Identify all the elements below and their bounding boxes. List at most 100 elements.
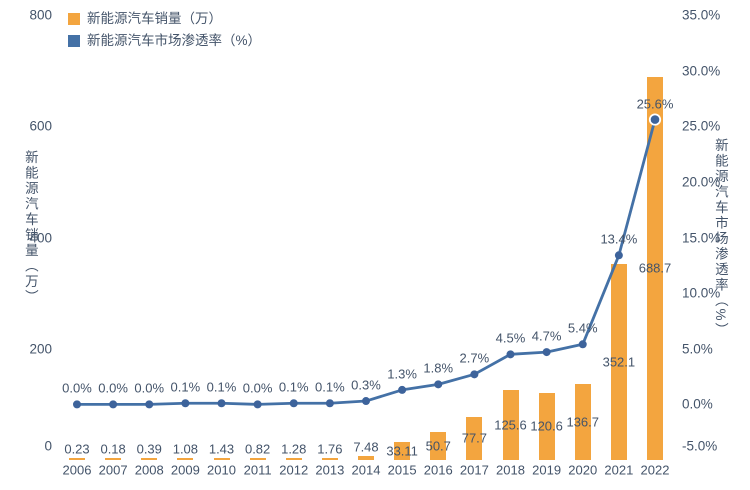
- line-point: [470, 370, 479, 379]
- bar-value-label: 136.7: [566, 414, 600, 430]
- sales-bar: [538, 392, 555, 460]
- x-axis-label: 2020: [568, 462, 598, 478]
- line-point: [73, 400, 81, 409]
- x-axis-label: 2019: [532, 462, 562, 478]
- x-axis-label: 2012: [279, 462, 309, 478]
- line-point: [325, 399, 334, 408]
- bar-value-label: 125.6: [494, 417, 527, 433]
- sales-bar: [285, 458, 302, 460]
- sales-bar: [177, 458, 194, 460]
- x-axis-label: 2008: [134, 462, 164, 478]
- right-axis-tick: 5.0%: [682, 341, 713, 356]
- right-axis-tick: 25.0%: [682, 118, 721, 134]
- x-axis-label: 2011: [243, 462, 272, 478]
- sales-bar: [141, 458, 158, 460]
- bar-value-label: 688.7: [638, 260, 672, 276]
- legend-item-penetration: 新能源汽车市场渗透率（%）: [68, 30, 261, 52]
- line-point: [398, 385, 407, 394]
- line-point: [578, 340, 587, 349]
- line-point: [362, 397, 370, 406]
- bar-value-label: 1.76: [317, 441, 343, 457]
- right-axis-tick: 0.0%: [682, 396, 713, 412]
- bar-value-label: 0.82: [244, 441, 271, 457]
- bar-value-label: 1.28: [281, 441, 307, 457]
- sales-bar: [502, 390, 519, 460]
- sales-bar: [105, 458, 122, 460]
- right-axis-title: 新能源汽车市场渗透率（%）: [712, 138, 728, 339]
- left-axis-title: 新能源汽车销量（万）: [22, 150, 38, 305]
- penetration-value-label: 0.1%: [206, 379, 237, 395]
- left-axis-tick: 0: [44, 438, 52, 454]
- sales-bar: [647, 76, 663, 460]
- legend-label-sales: 新能源汽车销量（万）: [87, 11, 222, 27]
- line-point: [648, 113, 662, 126]
- penetration-line: [77, 119, 657, 406]
- penetration-value-label: 0.0%: [98, 380, 128, 396]
- right-axis-tick: 10.0%: [682, 285, 721, 301]
- line-point: [289, 399, 298, 408]
- x-axis-label: 2014: [351, 462, 381, 478]
- left-axis-tick: 400: [29, 229, 52, 245]
- left-axis-tick: 800: [29, 7, 52, 23]
- penetration-value-label: 0.0%: [62, 380, 92, 396]
- line-point: [109, 400, 118, 409]
- bar-value-label: 352.1: [602, 354, 636, 370]
- penetration-value-label: 1.3%: [387, 366, 417, 382]
- right-axis-tick: 35.0%: [682, 7, 721, 23]
- sales-bar: [249, 458, 266, 460]
- line-point: [434, 380, 443, 389]
- line-point: [145, 400, 154, 409]
- sales-bar: [610, 264, 627, 460]
- penetration-value-label: 5.4%: [567, 320, 598, 336]
- penetration-value-label: 2.7%: [459, 350, 490, 366]
- penetration-value-label: 4.7%: [531, 328, 562, 344]
- sales-bar: [466, 416, 483, 460]
- penetration-value-label: 0.0%: [242, 380, 273, 396]
- line-point: [506, 350, 515, 359]
- bar-value-label: 0.39: [136, 441, 162, 457]
- bar-value-label: 120.6: [530, 418, 563, 434]
- penetration-value-label: 0.1%: [315, 379, 345, 395]
- right-axis-tick: 15.0%: [682, 229, 721, 245]
- bar-value-label: 77.7: [461, 430, 488, 446]
- x-axis-label: 2013: [315, 462, 345, 478]
- penetration-value-label: 0.3%: [351, 377, 381, 393]
- legend-swatch-penetration-icon: [68, 35, 80, 47]
- penetration-value-label: 25.6%: [636, 96, 674, 112]
- sales-bar: [430, 431, 447, 460]
- line-point: [217, 399, 226, 408]
- penetration-value-label: 0.1%: [170, 379, 201, 395]
- x-axis-label: 2022: [640, 462, 670, 478]
- penetration-value-label: 0.1%: [278, 379, 309, 395]
- legend-swatch-sales-icon: [68, 13, 80, 25]
- line-point: [253, 400, 262, 409]
- penetration-value-label: 0.0%: [134, 380, 165, 396]
- penetration-value-label: 1.8%: [423, 360, 454, 376]
- x-axis-label: 2006: [62, 462, 92, 478]
- x-axis-label: 2021: [604, 462, 634, 478]
- x-axis-label: 2015: [387, 462, 417, 478]
- sales-bar: [574, 383, 591, 460]
- legend-label-penetration: 新能源汽车市场渗透率（%）: [87, 33, 262, 49]
- x-axis-label: 2016: [423, 462, 453, 478]
- sales-bar: [358, 455, 374, 460]
- legend-item-sales: 新能源汽车销量（万）: [68, 8, 261, 30]
- x-axis-label: 2007: [98, 462, 128, 478]
- sales-bar: [394, 441, 411, 460]
- bar-value-label: 0.23: [64, 441, 90, 457]
- sales-bar: [213, 458, 230, 460]
- bar-value-label: 33.11: [386, 443, 418, 459]
- penetration-value-label: 4.5%: [495, 330, 526, 346]
- x-axis-label: 2010: [207, 462, 236, 478]
- x-axis-label: 2018: [496, 462, 525, 478]
- line-point: [542, 348, 551, 357]
- sales-bar: [321, 458, 338, 460]
- bar-value-label: 1.08: [172, 441, 199, 457]
- sales-bar: [69, 458, 85, 460]
- legend: 新能源汽车销量（万） 新能源汽车市场渗透率（%）: [68, 8, 261, 52]
- bar-value-label: 50.7: [425, 438, 451, 454]
- right-axis-tick: -5.0%: [682, 438, 718, 454]
- bar-value-label: 0.18: [100, 441, 126, 457]
- x-axis-label: 2017: [459, 462, 489, 478]
